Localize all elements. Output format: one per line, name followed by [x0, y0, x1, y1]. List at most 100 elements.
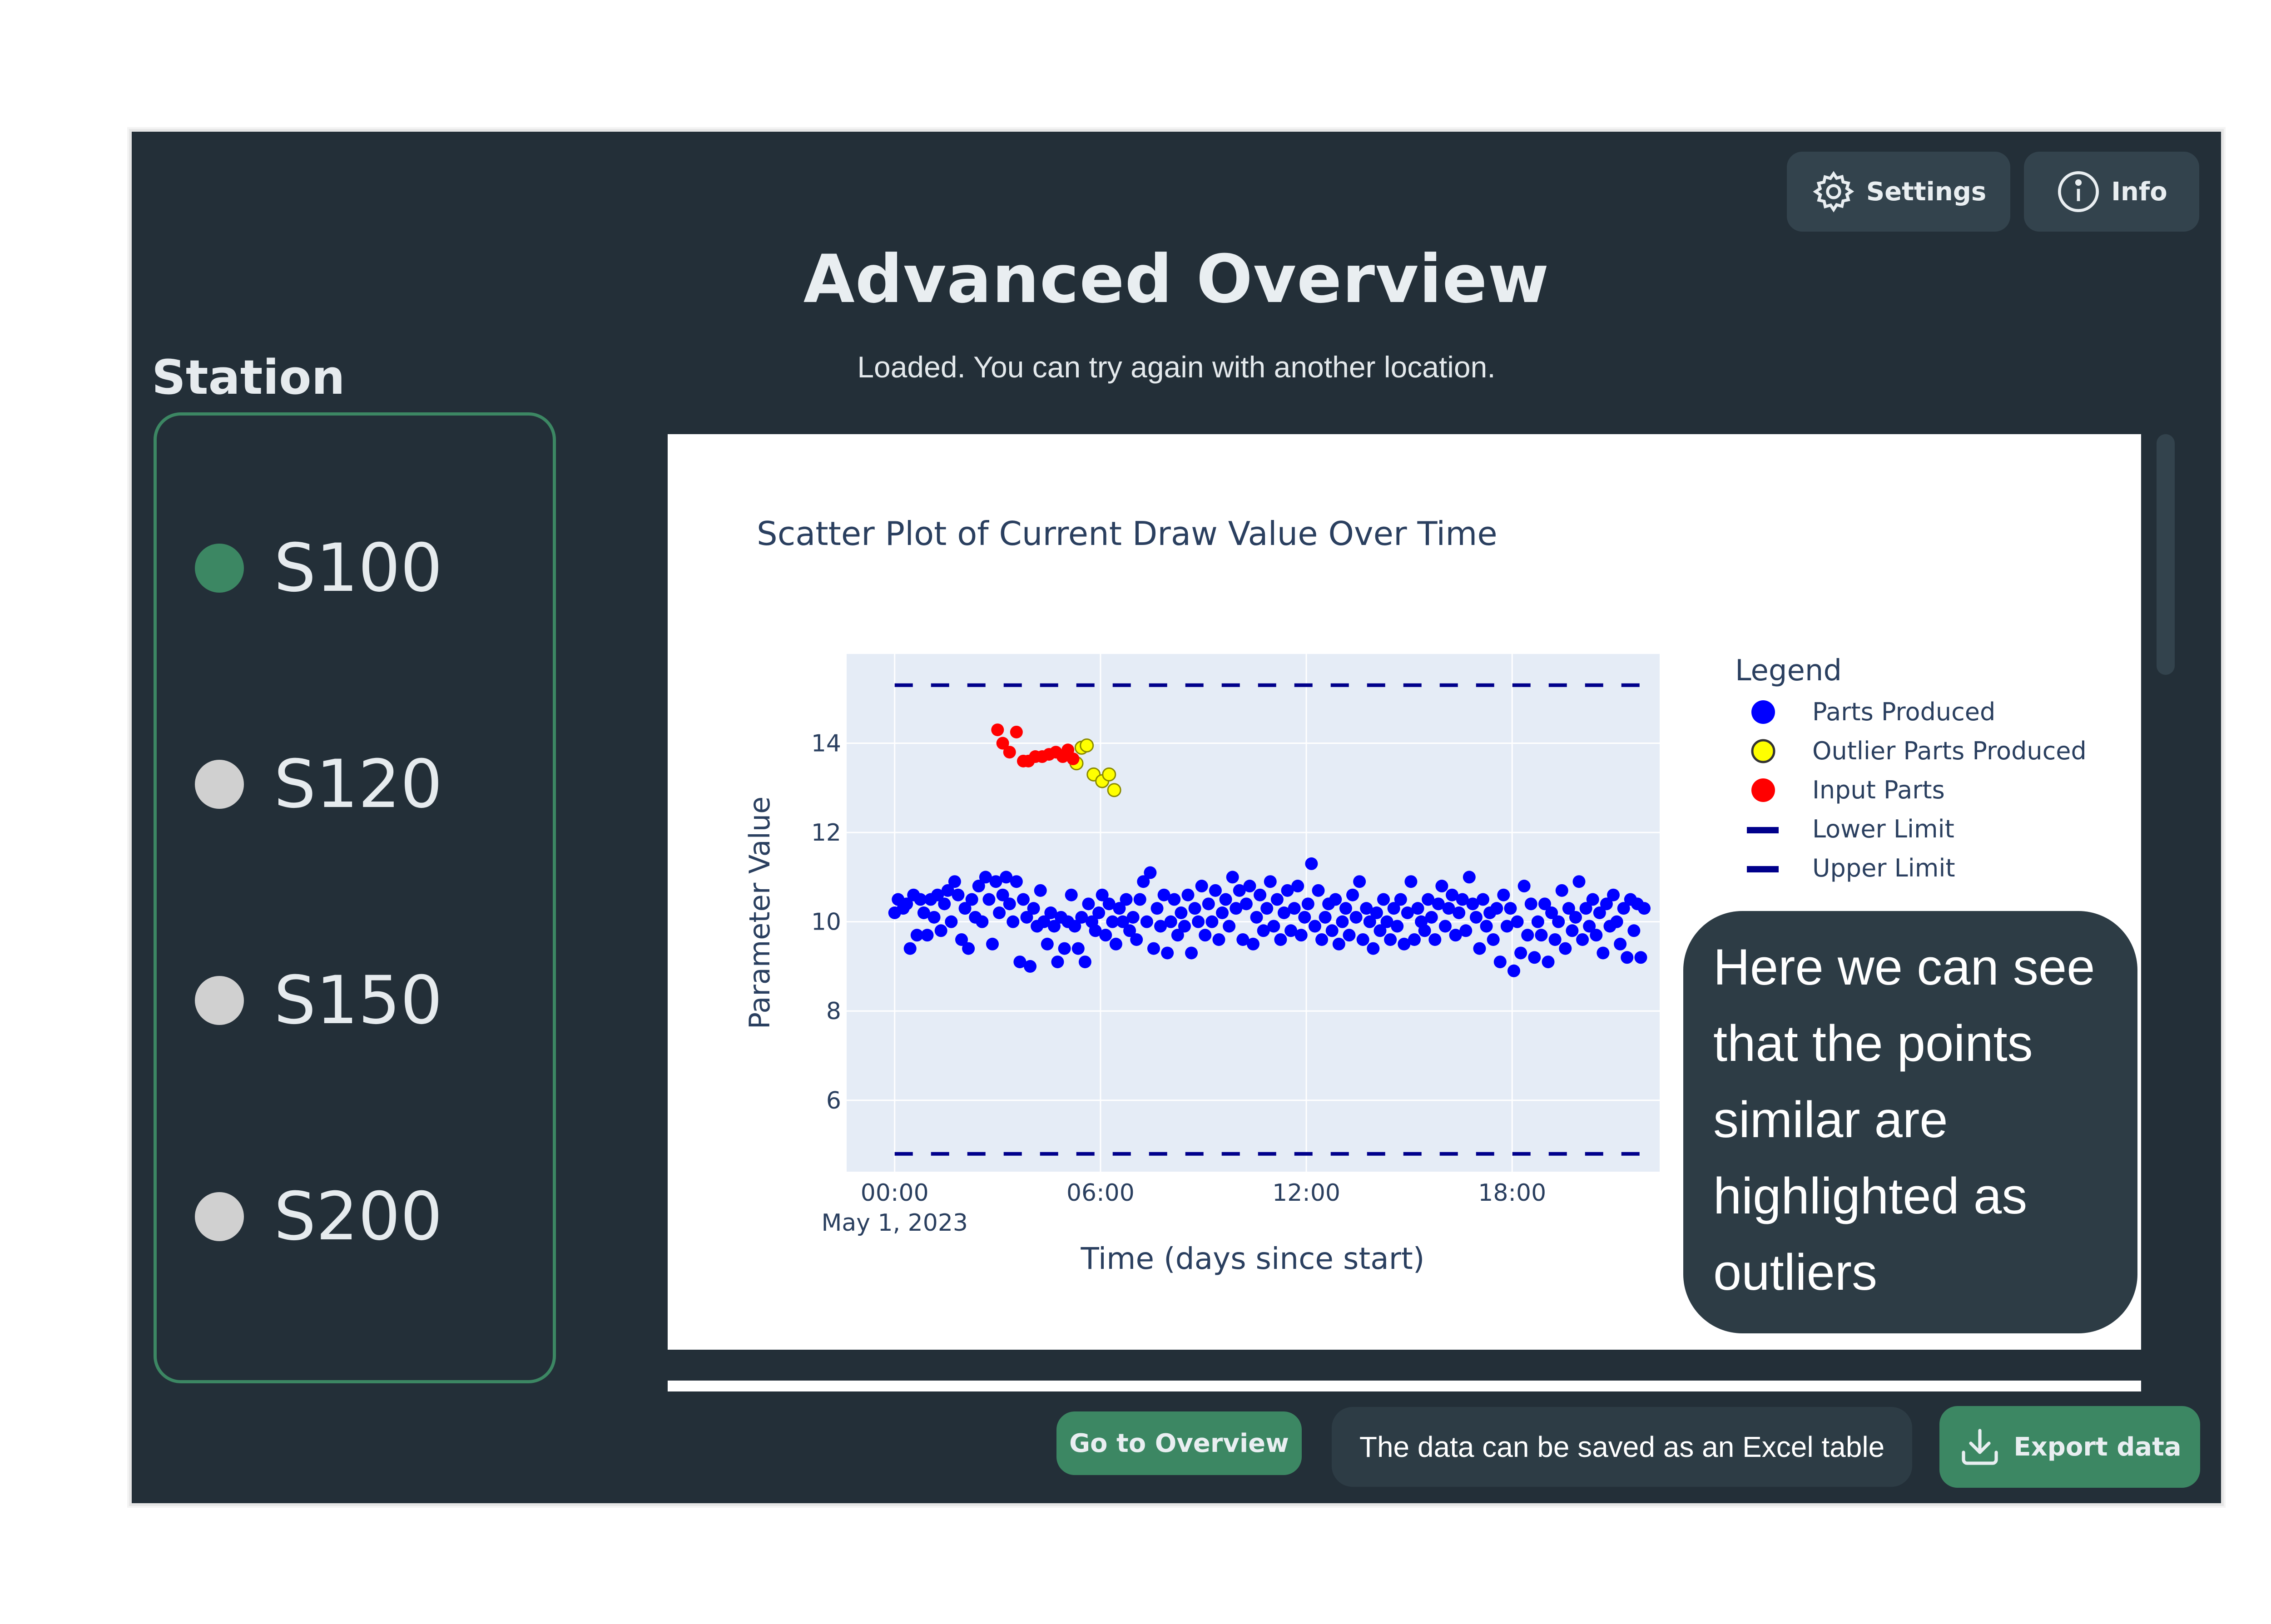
- data-point: [1066, 752, 1080, 765]
- data-point: [1202, 897, 1215, 911]
- data-point: [1205, 915, 1219, 928]
- data-point: [1016, 893, 1030, 906]
- data-point: [996, 888, 1009, 901]
- settings-button[interactable]: Settings: [1787, 152, 2010, 232]
- info-button[interactable]: Info: [2024, 152, 2199, 232]
- data-point: [1113, 902, 1126, 915]
- y-tick-label: 6: [826, 1087, 841, 1114]
- data-point: [1212, 933, 1225, 946]
- data-point: [1473, 942, 1486, 955]
- data-point: [1583, 920, 1596, 933]
- data-point: [1418, 924, 1431, 937]
- station-heading: Station: [152, 350, 345, 405]
- data-point: [1010, 875, 1023, 888]
- data-point: [948, 875, 961, 888]
- data-point: [1634, 951, 1647, 964]
- status-dot-icon: [195, 976, 244, 1025]
- data-point: [1226, 871, 1239, 884]
- data-point: [1164, 915, 1177, 928]
- data-point: [1096, 888, 1109, 901]
- data-point: [1147, 942, 1160, 955]
- data-point: [1308, 920, 1321, 933]
- data-point: [1027, 902, 1040, 915]
- data-point: [1195, 880, 1208, 893]
- station-list: S100 S120 S150 S200: [154, 412, 556, 1383]
- data-point: [1051, 956, 1064, 969]
- data-point: [1281, 884, 1294, 897]
- data-point: [1329, 893, 1342, 906]
- data-point: [1493, 956, 1507, 969]
- data-point: [1223, 920, 1236, 933]
- data-point: [1175, 906, 1188, 919]
- station-item-s120[interactable]: S120: [195, 743, 442, 825]
- legend-label: Lower Limit: [1812, 815, 1954, 843]
- data-point: [1260, 902, 1274, 915]
- data-point: [1363, 915, 1376, 928]
- data-point: [1075, 911, 1088, 924]
- data-point: [1188, 902, 1201, 915]
- data-point: [1288, 902, 1301, 915]
- data-point: [1243, 880, 1256, 893]
- data-point: [914, 893, 927, 906]
- data-point: [1548, 933, 1562, 946]
- data-point: [1442, 902, 1455, 915]
- data-point: [1380, 915, 1393, 928]
- scrollbar-thumb[interactable]: [2157, 434, 2175, 675]
- data-point: [1617, 902, 1630, 915]
- station-name: S120: [274, 746, 443, 823]
- data-point: [1528, 951, 1541, 964]
- data-point: [1034, 884, 1047, 897]
- data-point: [1469, 911, 1483, 924]
- station-item-s100[interactable]: S100: [195, 527, 442, 609]
- data-point: [1621, 951, 1634, 964]
- data-point: [1233, 884, 1246, 897]
- data-point: [1144, 866, 1157, 879]
- data-point: [1597, 946, 1610, 960]
- data-point: [1106, 915, 1119, 928]
- data-point: [996, 737, 1009, 750]
- data-point: [1404, 875, 1418, 888]
- data-point: [1370, 906, 1383, 919]
- data-point: [1099, 929, 1112, 942]
- data-point: [1524, 897, 1537, 911]
- data-point: [989, 875, 1002, 888]
- annotation-bubble: Here we can see that the points similar …: [1683, 911, 2137, 1333]
- data-point: [986, 937, 999, 951]
- station-name: S150: [274, 962, 443, 1039]
- export-data-button[interactable]: Export data: [1939, 1406, 2200, 1488]
- data-point: [1120, 893, 1133, 906]
- data-point: [955, 933, 968, 946]
- data-point: [1453, 906, 1466, 919]
- data-point: [1579, 902, 1592, 915]
- data-point: [1058, 942, 1071, 955]
- station-item-s200[interactable]: S200: [195, 1176, 442, 1258]
- data-point: [1480, 920, 1493, 933]
- data-point: [1590, 929, 1603, 942]
- chart-legend: Legend Parts Produced Outlier Parts Produ…: [1735, 654, 2087, 882]
- x-axis-label: Time (days since start): [1081, 1241, 1425, 1276]
- data-point: [1531, 915, 1544, 928]
- data-point: [1408, 933, 1421, 946]
- data-point: [934, 924, 947, 937]
- data-point: [1007, 915, 1020, 928]
- data-point: [1116, 915, 1129, 928]
- data-point: [1349, 911, 1363, 924]
- data-point: [982, 893, 996, 906]
- download-icon: [1962, 1429, 1998, 1465]
- data-point: [1037, 915, 1051, 928]
- data-point: [1133, 893, 1146, 906]
- station-item-s150[interactable]: S150: [195, 960, 442, 1041]
- scatter-chart: Scatter Plot of Current Draw Value Over …: [743, 515, 2087, 1276]
- data-point: [1312, 884, 1325, 897]
- data-point: [1024, 960, 1037, 973]
- go-to-overview-button[interactable]: Go to Overview: [1056, 1411, 1302, 1475]
- status-dot-icon: [195, 760, 244, 809]
- data-point: [1130, 933, 1143, 946]
- data-point: [1360, 902, 1373, 915]
- data-point: [1562, 902, 1575, 915]
- data-point: [1247, 937, 1259, 951]
- data-point: [1353, 875, 1366, 888]
- data-point: [1092, 906, 1106, 919]
- data-point: [1398, 937, 1411, 951]
- data-point: [931, 888, 944, 901]
